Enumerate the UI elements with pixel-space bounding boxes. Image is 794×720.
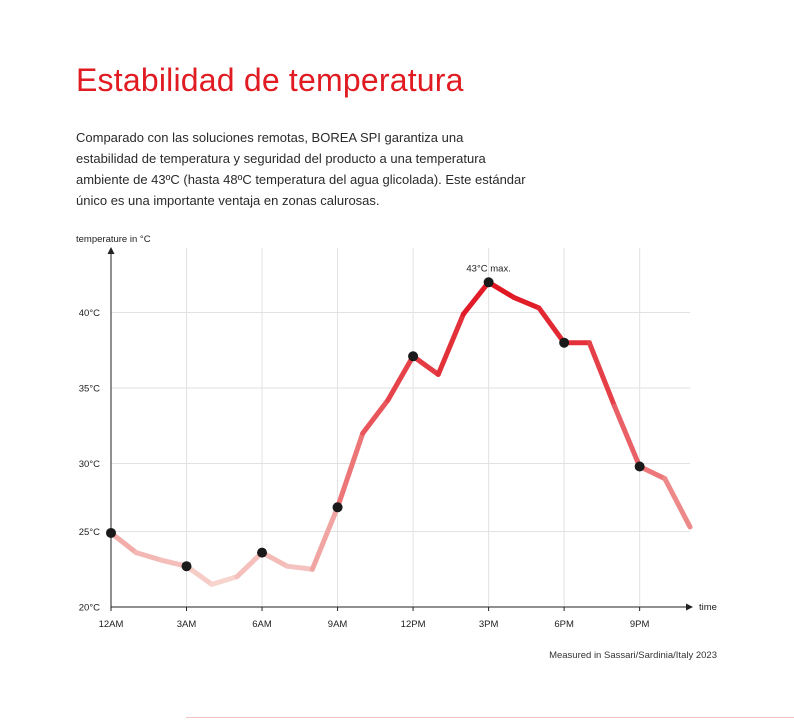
max-annotation: 43°C max. [466, 263, 510, 274]
series-segment [586, 340, 617, 409]
data-point-marker [106, 527, 116, 538]
series-segment [284, 563, 315, 572]
data-point-marker [634, 461, 645, 472]
series-segment [209, 574, 240, 587]
y-tick-label: 20°C [79, 603, 100, 614]
x-axis-label: time [699, 602, 717, 613]
intro-paragraph: Comparado con las soluciones remotas, BO… [76, 130, 526, 208]
data-point-marker [559, 337, 570, 348]
x-tick-label: 12AM [99, 619, 124, 630]
chart-axes [107, 247, 693, 611]
series-segment [133, 550, 164, 563]
series-segment [385, 353, 416, 403]
x-tick-label: 6PM [554, 619, 574, 630]
chart-series [108, 279, 693, 587]
y-tick-label: 40°C [79, 308, 100, 319]
x-tick-label: 3PM [479, 619, 499, 630]
chart-gridlines [111, 248, 690, 607]
series-segment [511, 294, 542, 311]
bottom-divider [186, 717, 794, 718]
data-point-marker [181, 561, 192, 572]
data-point-marker [408, 351, 419, 362]
y-tick-label: 25°C [79, 527, 100, 538]
series-segment [234, 550, 265, 580]
series-segment [611, 403, 643, 470]
x-tick-label: 3AM [177, 619, 197, 630]
series-segment [460, 279, 492, 317]
x-tick-label: 12PM [401, 619, 426, 630]
chart-markers [106, 277, 645, 572]
series-segment [184, 563, 215, 587]
series-segment [662, 476, 693, 530]
series-segment [360, 397, 391, 436]
x-tick-label: 9PM [630, 619, 650, 630]
series-segment [335, 430, 366, 510]
data-point-marker [332, 502, 343, 513]
series-segment [410, 353, 441, 377]
x-tick-label: 6AM [252, 619, 272, 630]
y-axis-label: temperature in °C [76, 234, 151, 245]
y-tick-label: 35°C [79, 384, 100, 395]
x-tick-label: 9AM [328, 619, 348, 630]
data-point-marker [483, 277, 494, 288]
page-title: Estabilidad de temperatura [76, 62, 464, 98]
series-segment [435, 311, 466, 377]
data-point-marker [257, 547, 268, 558]
chart-ticks: 20°C 25°C 30°C 35°C 40°C 12AM 3AM 6AM 9AM 12PM 3PM… [79, 308, 650, 630]
series-segment [108, 530, 139, 556]
y-tick-label: 30°C [79, 459, 100, 470]
measurement-footnote: Measured in Sassari/Sardinia/Italy 2023 [549, 650, 717, 661]
series-segment [309, 504, 341, 572]
series-segment [536, 305, 567, 346]
